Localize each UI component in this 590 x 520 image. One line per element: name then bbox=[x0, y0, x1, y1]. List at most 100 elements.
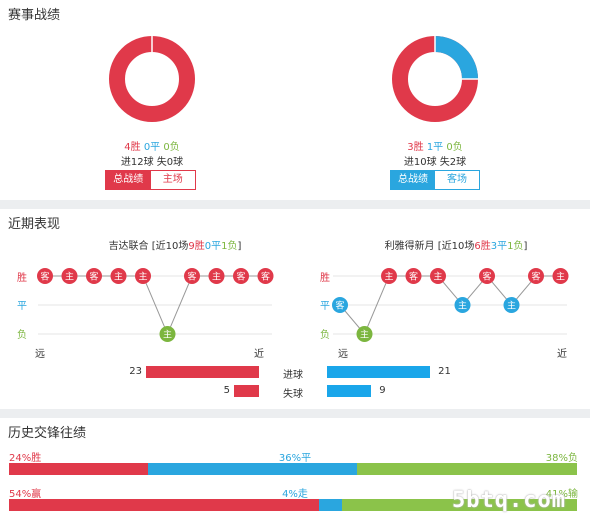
home-form-point[interactable]: 客 bbox=[37, 268, 53, 284]
goals-against-label: 失球 bbox=[283, 389, 303, 400]
away-draws: 1平 bbox=[426, 142, 444, 153]
away-form-point[interactable]: 主 bbox=[552, 268, 569, 284]
recent-section: 近期表现 吉达联合 [近10场9胜0平1负] 利雅得新月 [近10场6胜3平1负… bbox=[0, 209, 590, 409]
record-title: 赛事战绩 bbox=[8, 8, 61, 23]
away-form-point[interactable]: 客 bbox=[405, 268, 422, 284]
home-form-point[interactable]: 主 bbox=[208, 268, 225, 284]
home-form-point-circle bbox=[37, 268, 53, 284]
away-form-point-venue: 主 bbox=[433, 271, 442, 283]
away-form-point[interactable]: 客 bbox=[332, 297, 348, 313]
site-watermark: 5btq.com bbox=[452, 488, 566, 513]
away-team-name: 利雅得新月 bbox=[384, 241, 435, 252]
away-goals-for-bar bbox=[327, 366, 431, 378]
home-form-point-circle bbox=[184, 268, 200, 284]
home-form-point[interactable]: 客 bbox=[257, 268, 274, 284]
home-form-point-venue: 主 bbox=[212, 271, 221, 283]
home-form-point-circle bbox=[208, 268, 225, 284]
history-row2-win-bar bbox=[9, 499, 319, 511]
away-form-point-circle bbox=[381, 268, 397, 284]
history-row2-draw-bar bbox=[318, 499, 342, 511]
home-goals-against-value: 5 bbox=[223, 385, 230, 396]
away-form-point-venue: 客 bbox=[409, 271, 418, 283]
away-form-chart: 客主主客主主客主客主 bbox=[332, 268, 569, 342]
away-tab-away[interactable]: 客场 bbox=[447, 174, 467, 185]
away-form-point[interactable]: 主 bbox=[356, 326, 373, 342]
home-near-label: 近 bbox=[254, 349, 264, 360]
history-row1-loss-bar bbox=[356, 463, 577, 475]
away-form-point-venue: 客 bbox=[335, 300, 344, 312]
away-losses: 0负 bbox=[446, 142, 463, 153]
away-form-point[interactable]: 客 bbox=[479, 268, 495, 284]
history-row2-draw-label: 4%走 bbox=[282, 489, 308, 500]
home-form-point[interactable]: 客 bbox=[184, 268, 200, 284]
home-form-point[interactable]: 主 bbox=[110, 268, 127, 284]
home-tab-total[interactable]: 总战绩 bbox=[106, 171, 151, 189]
away-recent-summary: 利雅得新月 [近10场6胜3平1负] bbox=[384, 241, 528, 252]
history-row1-draw-bar bbox=[148, 463, 357, 475]
away-form-point-circle bbox=[528, 268, 544, 284]
history-title: 历史交锋往绩 bbox=[8, 426, 87, 441]
home-form-point-venue: 客 bbox=[261, 271, 270, 283]
away-form-point-circle bbox=[503, 297, 520, 313]
home-team-name: 吉达联合 bbox=[108, 241, 149, 252]
goals-for-label: 进球 bbox=[283, 370, 303, 381]
home-form-point-circle bbox=[86, 268, 102, 284]
history-row2-loss-bar bbox=[341, 499, 577, 511]
home-goals: 进12球 失0球 bbox=[120, 157, 184, 168]
home-tab-home[interactable]: 主场 bbox=[162, 174, 183, 185]
home-form-point-circle bbox=[61, 268, 78, 284]
away-goals-for-value: 21 bbox=[438, 366, 451, 377]
away-form-point-venue: 主 bbox=[556, 271, 565, 283]
history-row1-loss-label: 38%负 bbox=[545, 453, 578, 464]
record-section: 赛事战绩 4胜 0平 0负 进12球 失0球 总战绩 主场 3胜 1平 0负 进… bbox=[0, 0, 590, 200]
away-far-label: 远 bbox=[338, 349, 348, 360]
home-losses: 0负 bbox=[163, 142, 180, 153]
away-form-point-circle bbox=[332, 297, 348, 313]
home-form-chart: 客主客主主主客主客客 bbox=[37, 268, 274, 342]
away-form-point-venue: 客 bbox=[531, 271, 540, 283]
away-form-point-circle bbox=[552, 268, 569, 284]
home-row-win-label: 胜 bbox=[17, 273, 27, 284]
home-form-point-venue: 客 bbox=[89, 271, 98, 283]
home-row-loss-label: 负 bbox=[17, 330, 27, 341]
history-row2-win-label: 54%赢 bbox=[9, 489, 42, 500]
home-tabs: 总战绩 主场 bbox=[105, 170, 196, 190]
away-near-label: 近 bbox=[557, 349, 567, 360]
home-form-point[interactable]: 主 bbox=[61, 268, 78, 284]
away-goals-against-bar bbox=[327, 385, 372, 397]
away-form-point[interactable]: 客 bbox=[528, 268, 544, 284]
home-form-point[interactable]: 主 bbox=[135, 268, 151, 284]
away-row-win-label: 胜 bbox=[320, 273, 330, 284]
home-form-line bbox=[45, 275, 266, 336]
home-form-point[interactable]: 主 bbox=[159, 326, 176, 342]
home-form-point-circle bbox=[135, 268, 151, 284]
home-form-point-venue: 主 bbox=[114, 271, 123, 283]
away-tab-total[interactable]: 总战绩 bbox=[391, 171, 435, 189]
home-row-draw-label: 平 bbox=[17, 301, 27, 312]
home-form-point-venue: 客 bbox=[40, 271, 49, 283]
home-donut bbox=[109, 36, 195, 122]
away-row-loss-label: 负 bbox=[320, 330, 330, 341]
away-form-point-venue: 主 bbox=[384, 271, 393, 283]
away-form-point[interactable]: 主 bbox=[454, 297, 471, 313]
home-form-point-venue: 主 bbox=[163, 329, 172, 341]
history-row1-win-bar bbox=[9, 463, 149, 475]
home-goals-for-value: 23 bbox=[129, 366, 142, 377]
away-form-point[interactable]: 主 bbox=[381, 268, 397, 284]
away-form-line bbox=[339, 275, 561, 335]
away-form-point-circle bbox=[356, 326, 373, 342]
away-form-point[interactable]: 主 bbox=[503, 297, 520, 313]
away-goals-against-value: 9 bbox=[379, 385, 386, 396]
home-form-point[interactable]: 客 bbox=[86, 268, 102, 284]
history-row1-win-label: 24%胜 bbox=[9, 453, 42, 464]
away-row-draw-label: 平 bbox=[320, 301, 330, 312]
home-recent-summary: 吉达联合 [近10场9胜0平1负] bbox=[108, 241, 242, 252]
away-form-point-circle bbox=[454, 297, 471, 313]
away-form-point[interactable]: 主 bbox=[430, 268, 446, 284]
away-form-point-circle bbox=[430, 268, 446, 284]
home-form-point-circle bbox=[257, 268, 274, 284]
home-form-point-venue: 客 bbox=[187, 271, 196, 283]
away-donut bbox=[392, 36, 478, 122]
home-wins: 4胜 bbox=[124, 142, 141, 153]
home-form-point[interactable]: 客 bbox=[233, 268, 249, 284]
